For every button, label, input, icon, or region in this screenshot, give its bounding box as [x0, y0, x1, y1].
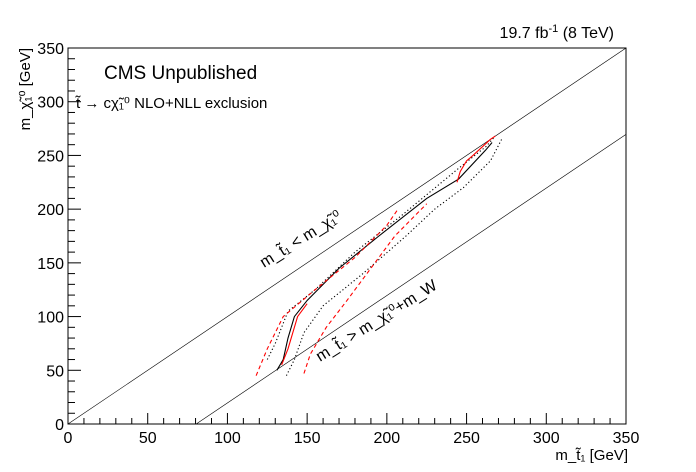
x-tick-label: 100 — [214, 430, 241, 447]
contour-line-2 — [285, 139, 503, 376]
lower-line-label: m_t̃₁ > m_χ̃₁⁰+m_W — [312, 275, 441, 366]
x-tick-label: 150 — [294, 430, 321, 447]
y-tick-label: 350 — [37, 41, 64, 58]
contour-line-5 — [255, 208, 399, 376]
diagonal-lower — [196, 134, 626, 424]
diagonal-lines — [68, 48, 626, 424]
x-tick-label: 300 — [533, 430, 560, 447]
y-tick-label: 150 — [37, 256, 64, 273]
axis-ticks: 0 50 100 150 200 250 300 350 0 50 100 150 200 250 300 3… — [37, 41, 639, 447]
plot-frame — [67, 47, 627, 425]
x-axis-label: m_t̃₁ [GeV] — [555, 447, 628, 464]
y-tick-label: 200 — [37, 202, 64, 219]
contour-line-0 — [276, 142, 493, 371]
x-tick-label: 0 — [64, 430, 73, 447]
process-label: t̃ → cχ̃₁⁰ NLO+NLL exclusion — [74, 95, 267, 112]
contour-line-4 — [456, 135, 496, 183]
x-tick-label: 200 — [374, 430, 401, 447]
x-tick-label: 250 — [453, 430, 480, 447]
lumi-label: 19.7 fb-1 (8 TeV) — [500, 23, 614, 42]
series-lines — [255, 135, 503, 376]
y-tick-label: 100 — [37, 310, 64, 327]
diagonal-upper — [68, 48, 626, 424]
y-tick-label: 50 — [46, 363, 64, 380]
x-tick-label: 350 — [613, 430, 640, 447]
x-tick-label: 50 — [139, 430, 157, 447]
cms-label: CMS Unpublished — [104, 63, 257, 84]
contour-line-1 — [266, 135, 496, 360]
upper-line-label: m_t̃₁ < m_χ̃₁⁰ — [256, 206, 345, 271]
y-tick-label: 0 — [55, 417, 64, 434]
y-axis-label: m_χ̃₁⁰ [GeV] — [17, 48, 34, 130]
contour-line-3 — [281, 303, 308, 366]
y-tick-label: 300 — [37, 95, 64, 112]
y-tick-label: 250 — [37, 148, 64, 165]
contour-line-6 — [303, 203, 428, 374]
